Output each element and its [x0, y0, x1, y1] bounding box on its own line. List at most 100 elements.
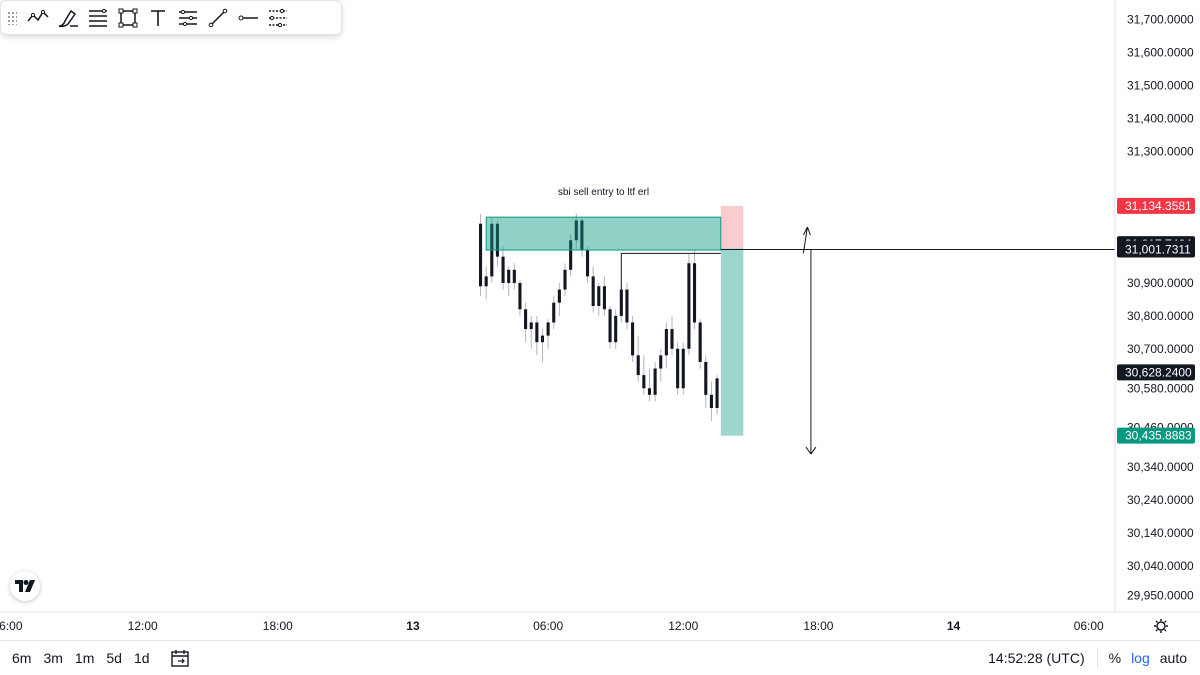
candle	[501, 246, 505, 290]
candle-body	[676, 348, 680, 389]
candle	[495, 220, 499, 267]
drawings: sbi sell entry to ltf erl	[485, 187, 1115, 455]
calendar-icon[interactable]	[170, 648, 190, 668]
position-icon[interactable]	[173, 3, 203, 33]
range-1d-button[interactable]: 1d	[133, 650, 150, 666]
candle-body	[495, 223, 499, 257]
candle	[670, 315, 674, 356]
price-badge-label: 30,435.8883	[1125, 429, 1192, 443]
candle-body	[478, 223, 483, 287]
price-tick-label: 30,580.0000	[1127, 381, 1194, 395]
candle-body	[507, 269, 511, 283]
candle-body	[670, 329, 674, 349]
price-tick-label: 29,950.0000	[1127, 589, 1194, 603]
ray-icon[interactable]	[203, 3, 233, 33]
price-tick-label: 30,040.0000	[1127, 559, 1194, 573]
candle-body	[602, 286, 606, 310]
price-badge-bg	[1117, 427, 1195, 444]
candle-body	[692, 263, 697, 323]
long-position-icon[interactable]	[263, 3, 293, 33]
candle-body	[574, 220, 578, 241]
candle-body	[653, 368, 657, 395]
horizontal-ray-icon[interactable]	[233, 3, 263, 33]
price-tick-label: 30,340.0000	[1127, 460, 1194, 474]
candle	[518, 279, 522, 316]
candle	[524, 302, 528, 343]
price-tick-label: 31,300.0000	[1127, 144, 1194, 158]
brush-icon[interactable]	[53, 3, 83, 33]
candle-body	[664, 329, 668, 356]
price-tick-label: 31,700.0000	[1127, 13, 1194, 27]
price-badge-bg	[1117, 241, 1195, 258]
candle-body	[704, 361, 708, 395]
time-tick-label: 06:00	[533, 619, 563, 633]
candle	[676, 342, 680, 395]
drawing-toolbar	[0, 0, 342, 35]
candle	[653, 361, 657, 402]
candle-body	[484, 276, 488, 287]
candle-body	[524, 309, 528, 330]
candle	[546, 319, 550, 349]
price-tick-label: 30,800.0000	[1127, 309, 1194, 323]
chart[interactable]: sbi sell entry to ltf erl 31,700.0000 31,…	[0, 0, 1200, 640]
candle	[529, 315, 533, 349]
trend-line-icon[interactable]	[23, 3, 53, 33]
candle	[642, 355, 646, 395]
fib-retracement-icon[interactable]	[83, 3, 113, 33]
range-3m-button[interactable]: 3m	[43, 650, 63, 666]
candle	[687, 253, 691, 356]
price-badge-bg	[1117, 197, 1195, 214]
candle	[569, 233, 573, 277]
arrow-down	[805, 250, 817, 455]
time-tick-label: 12:00	[668, 619, 698, 633]
rectangle-icon[interactable]	[113, 3, 143, 33]
range-5d-button[interactable]: 5d	[106, 650, 122, 666]
candle	[540, 329, 545, 362]
time-tick-label: 12:00	[128, 619, 158, 633]
separator	[1096, 648, 1098, 668]
candle-body	[625, 289, 629, 323]
candle-body	[715, 378, 719, 408]
price-badges: 31,134.358131,018.205631,017.746431,004.…	[1117, 197, 1195, 444]
candle	[631, 315, 635, 362]
stop-loss-area	[720, 205, 744, 249]
structure-line	[620, 252, 721, 304]
range-1m-button[interactable]: 1m	[74, 650, 95, 666]
text-icon[interactable]	[143, 3, 173, 33]
candle-body	[597, 286, 601, 306]
candle-body	[647, 388, 652, 395]
candle	[484, 266, 488, 300]
time-axis: 06:00 12:00 18:00 13 06:00 12:00 18:00 14 06:00	[0, 619, 1104, 633]
candle-body	[681, 348, 685, 389]
tradingview-logo-icon[interactable]	[10, 571, 40, 601]
drag-handle-icon[interactable]	[7, 10, 17, 25]
candle	[602, 276, 606, 316]
candle-body	[709, 394, 713, 408]
utc-clock[interactable]: 14:52:28 (UTC)	[988, 650, 1085, 666]
candle-body	[569, 240, 573, 270]
percent-toggle[interactable]: %	[1108, 650, 1122, 666]
candle	[535, 315, 539, 356]
price-tick-label: 31,600.0000	[1127, 46, 1194, 60]
price-badge-bg	[1117, 364, 1195, 381]
candle	[625, 282, 629, 330]
candle-body	[501, 256, 505, 283]
candle	[636, 335, 640, 382]
time-tick-label: 18:00	[263, 619, 293, 633]
candle	[681, 342, 685, 395]
price-badge: 30,628.2400	[1117, 364, 1195, 381]
time-tick-label: 14	[947, 619, 961, 633]
candle-body	[529, 322, 533, 330]
candle-body	[608, 309, 612, 343]
candle-body	[659, 355, 663, 369]
price-badge: 30,435.8883	[1117, 427, 1195, 444]
candle	[659, 348, 663, 382]
time-tick-label: 13	[406, 619, 420, 633]
axis-settings-icon[interactable]	[1154, 619, 1168, 633]
log-scale-toggle[interactable]: log	[1131, 650, 1150, 666]
range-6m-button[interactable]: 6m	[12, 650, 32, 666]
candle-body	[636, 355, 640, 376]
auto-scale-toggle[interactable]: auto	[1159, 650, 1187, 666]
candle-body	[563, 269, 567, 290]
candle-body	[552, 302, 556, 323]
